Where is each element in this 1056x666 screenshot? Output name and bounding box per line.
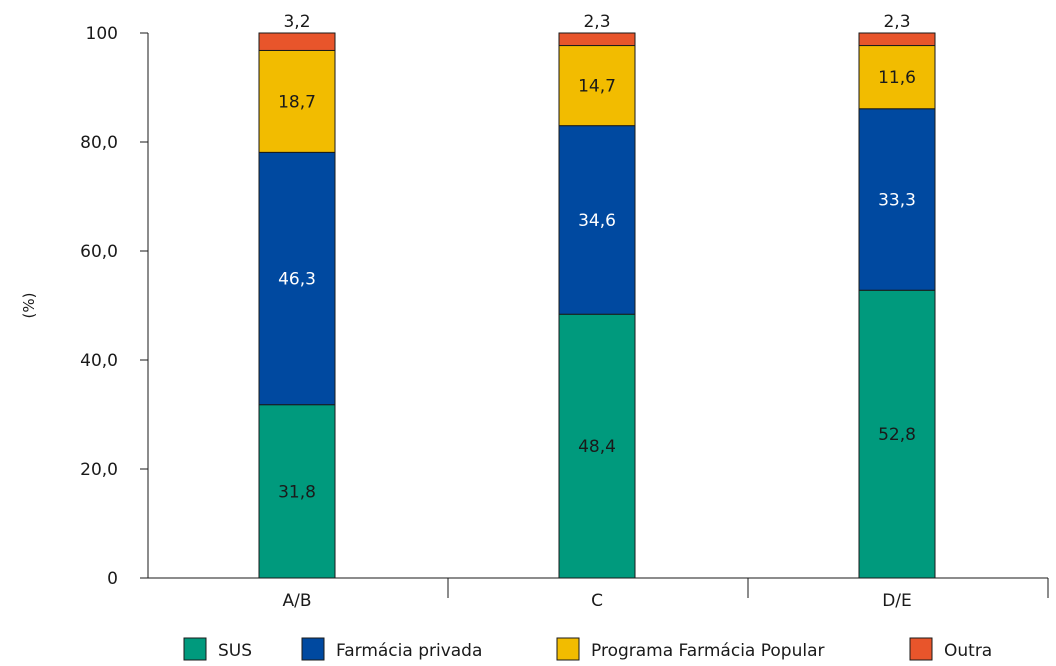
- data-label: 11,6: [878, 68, 916, 88]
- data-label: 31,8: [278, 482, 316, 502]
- axes: 0 20,0 40,0 60,0 80,0 100 (%) A/B C D/E: [20, 24, 1049, 611]
- data-label: 18,7: [278, 92, 316, 112]
- legend-swatch: [183, 637, 207, 661]
- data-label: 14,7: [578, 77, 616, 97]
- legend-swatch: [909, 637, 933, 661]
- data-label: 46,3: [278, 270, 316, 290]
- x-tick-label: D/E: [882, 591, 912, 611]
- legend-swatch: [556, 637, 580, 661]
- bar-segment: [558, 32, 636, 47]
- data-label: 3,2: [283, 12, 310, 32]
- bars: 31,8 46,3 18,7 3,2 48,4 34,6 14,7 2,3 52,8 33,3 11…: [258, 12, 936, 579]
- bar-segment: [258, 151, 336, 406]
- x-tick-label: C: [591, 591, 603, 611]
- data-label: 2,3: [883, 12, 910, 32]
- bar-segment: [858, 32, 936, 47]
- y-tick-label: 60,0: [80, 242, 118, 262]
- data-label: 48,4: [578, 437, 616, 457]
- y-tick-label: 40,0: [80, 351, 118, 371]
- legend-label: Outra: [944, 641, 992, 661]
- y-tick-label: 80,0: [80, 133, 118, 153]
- y-tick-label: 100: [86, 24, 118, 44]
- bar-segment: [558, 313, 636, 579]
- legend-swatch: [301, 637, 325, 661]
- data-label: 2,3: [583, 12, 610, 32]
- bar-segment: [258, 32, 336, 51]
- y-tick-label: 0: [107, 569, 118, 589]
- y-tick-label: 20,0: [80, 460, 118, 480]
- legend-label: SUS: [218, 641, 252, 661]
- legend-label: Programa Farmácia Popular: [591, 641, 824, 661]
- x-tick-label: A/B: [282, 591, 311, 611]
- legend-label: Farmácia privada: [336, 641, 482, 661]
- data-label: 52,8: [878, 425, 916, 445]
- y-axis-label: (%): [20, 293, 38, 319]
- data-label: 33,3: [878, 190, 916, 210]
- bar-segment: [858, 289, 936, 579]
- legend: SUS Farmácia privada Programa Farmácia Pop…: [183, 637, 992, 661]
- bar-segment: [258, 49, 336, 153]
- bar-segment: [858, 108, 936, 291]
- bar-segment: [858, 45, 936, 110]
- data-label: 34,6: [578, 211, 616, 231]
- bar-segment: [558, 125, 636, 315]
